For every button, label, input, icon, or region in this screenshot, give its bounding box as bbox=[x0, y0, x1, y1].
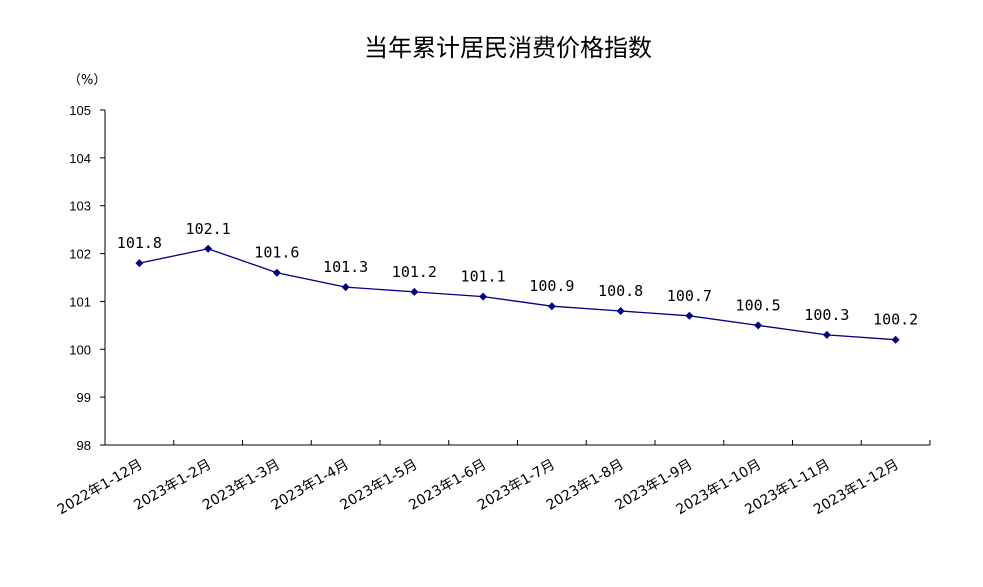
data-label: 100.8 bbox=[598, 282, 643, 300]
y-axis-unit-label: （%） bbox=[68, 73, 106, 88]
data-label: 100.5 bbox=[736, 296, 781, 314]
data-label: 100.2 bbox=[873, 311, 918, 329]
x-tick-label: 2023年1-6月 bbox=[406, 457, 489, 514]
data-point-marker bbox=[341, 283, 350, 292]
data-label: 101.8 bbox=[117, 234, 162, 252]
y-tick-label: 105 bbox=[69, 103, 91, 118]
data-point-marker bbox=[479, 292, 488, 301]
x-tick-label: 2023年1-2月 bbox=[131, 457, 214, 514]
data-label: 100.9 bbox=[529, 277, 574, 295]
y-tick-label: 101 bbox=[69, 294, 91, 309]
x-axis: 2022年1-12月2023年1-2月2023年1-3月2023年1-4月202… bbox=[55, 440, 931, 519]
data-label: 100.3 bbox=[804, 306, 849, 324]
data-label: 102.1 bbox=[186, 220, 231, 238]
data-point-marker bbox=[891, 335, 900, 344]
data-point-marker bbox=[547, 302, 556, 311]
data-label: 101.1 bbox=[461, 268, 506, 286]
y-axis: 98 99 100 101 102 103 104 105 bbox=[69, 103, 106, 453]
chart-title: 当年累计居民消费价格指数 bbox=[364, 34, 652, 62]
x-tick-label: 2023年1-5月 bbox=[337, 457, 420, 514]
y-tick-label: 100 bbox=[69, 342, 91, 357]
x-tick-label: 2023年1-7月 bbox=[475, 457, 558, 514]
data-point-marker bbox=[822, 330, 831, 339]
data-point-marker bbox=[272, 268, 281, 277]
y-tick-label: 102 bbox=[69, 247, 91, 262]
data-point-marker bbox=[410, 287, 419, 296]
data-label: 100.7 bbox=[667, 287, 712, 305]
data-point-marker bbox=[754, 321, 763, 330]
y-tick-label: 103 bbox=[69, 199, 91, 214]
data-point-marker bbox=[685, 311, 694, 320]
data-labels: 101.8 102.1 101.6 101.3 101.2 101.1 100.9 100.8… bbox=[117, 220, 918, 329]
y-tick-label: 98 bbox=[77, 438, 91, 453]
x-tick-label: 2023年1-4月 bbox=[269, 457, 352, 514]
data-label: 101.2 bbox=[392, 263, 437, 281]
y-tick-label: 99 bbox=[77, 390, 91, 405]
x-tick-label: 2023年1-3月 bbox=[200, 457, 283, 514]
y-tick-label: 104 bbox=[69, 151, 91, 166]
data-point-marker bbox=[204, 244, 213, 253]
series-line bbox=[139, 248, 896, 341]
data-label: 101.3 bbox=[323, 258, 368, 276]
x-tick-label: 2023年1-8月 bbox=[544, 457, 627, 514]
data-label: 101.6 bbox=[254, 244, 299, 262]
data-point-marker bbox=[135, 259, 144, 268]
markers bbox=[135, 244, 900, 344]
data-point-marker bbox=[616, 307, 625, 315]
x-tick-label: 2022年1-12月 bbox=[55, 457, 146, 519]
